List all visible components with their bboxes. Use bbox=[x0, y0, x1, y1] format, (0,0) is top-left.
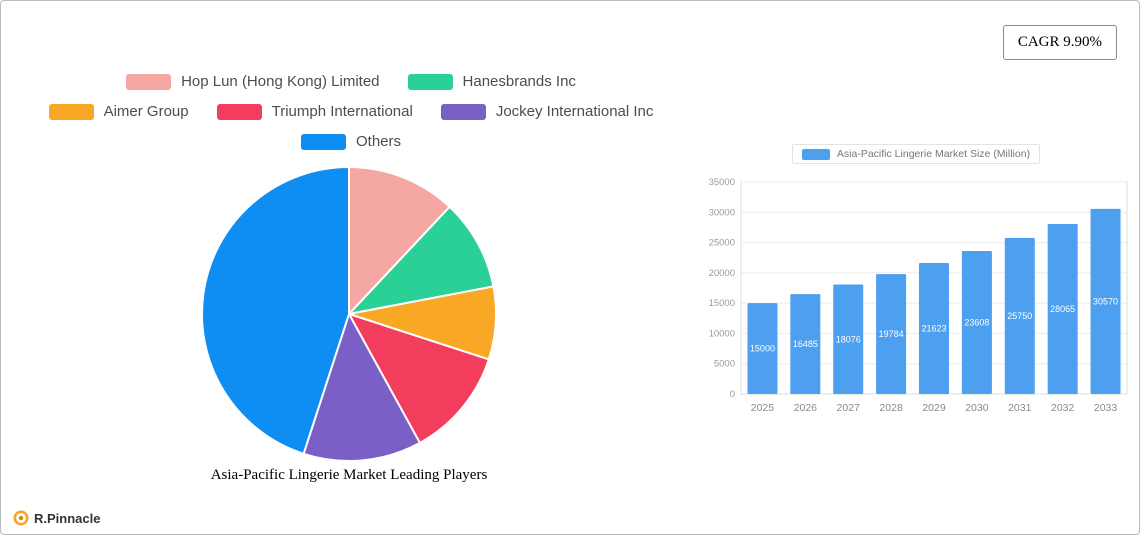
bar-legend: Asia-Pacific Lingerie Market Size (Milli… bbox=[693, 144, 1139, 164]
x-axis-tick-label: 2030 bbox=[965, 402, 989, 414]
pie-slice bbox=[201, 165, 350, 456]
bar bbox=[1047, 224, 1078, 394]
bar-value-label: 16485 bbox=[793, 339, 818, 349]
bar-value-label: 28065 bbox=[1050, 304, 1075, 314]
legend-label: Aimer Group bbox=[103, 103, 189, 120]
x-axis-tick-label: 2032 bbox=[1051, 402, 1075, 414]
bar-value-label: 30570 bbox=[1093, 296, 1118, 306]
pie-slice bbox=[302, 311, 422, 462]
bar-chart: Asia-Pacific Lingerie Market Size (Milli… bbox=[693, 144, 1139, 437]
y-axis-tick-label: 25000 bbox=[709, 238, 735, 249]
pie-chart-title: Asia-Pacific Lingerie Market Leading Pla… bbox=[210, 467, 488, 483]
legend-item[interactable]: Aimer Group bbox=[48, 103, 189, 120]
y-axis-tick-label: 15000 bbox=[709, 298, 735, 309]
pie-slice bbox=[346, 312, 491, 445]
brand-logo-icon bbox=[13, 510, 29, 526]
pie-slice bbox=[346, 205, 495, 316]
bar-value-label: 25750 bbox=[1007, 311, 1032, 321]
bar bbox=[1004, 238, 1035, 394]
legend-swatch bbox=[300, 133, 346, 150]
pie-chart-svg bbox=[201, 165, 498, 462]
x-axis-tick-label: 2025 bbox=[751, 402, 775, 414]
legend-label: Others bbox=[355, 133, 401, 150]
brand-logo: R.Pinnacle bbox=[13, 510, 100, 526]
bar bbox=[790, 294, 821, 394]
legend-label: Hop Lun (Hong Kong) Limited bbox=[181, 73, 380, 90]
bar-value-label: 15000 bbox=[750, 344, 775, 354]
x-axis-tick-label: 2033 bbox=[1094, 402, 1118, 414]
bar-legend-swatch bbox=[801, 148, 830, 160]
pie-legend: Hop Lun (Hong Kong) Limited Hanesbrands I… bbox=[31, 73, 671, 150]
legend-swatch bbox=[48, 103, 94, 120]
y-axis-tick-label: 5000 bbox=[714, 359, 735, 370]
legend-label: Triumph International bbox=[271, 103, 413, 120]
x-axis-tick-label: 2031 bbox=[1008, 402, 1032, 414]
y-axis-tick-label: 20000 bbox=[709, 268, 735, 279]
bar-value-label: 21623 bbox=[921, 324, 946, 334]
x-axis-tick-label: 2028 bbox=[879, 402, 903, 414]
bar bbox=[961, 251, 992, 394]
x-axis-tick-label: 2029 bbox=[922, 402, 946, 414]
y-axis-tick-label: 10000 bbox=[709, 328, 735, 339]
legend-item[interactable]: Hanesbrands Inc bbox=[407, 73, 576, 90]
legend-row: Hop Lun (Hong Kong) Limited Hanesbrands I… bbox=[31, 73, 671, 90]
bar-value-label: 19784 bbox=[879, 329, 904, 339]
cagr-badge: CAGR 9.90% bbox=[1002, 25, 1117, 60]
y-axis-tick-label: 30000 bbox=[709, 207, 735, 218]
y-axis-tick-label: 0 bbox=[730, 389, 735, 400]
pie-chart bbox=[199, 164, 499, 464]
legend-item[interactable]: Jockey International Inc bbox=[440, 103, 654, 120]
bar bbox=[833, 284, 864, 394]
legend-item[interactable]: Triumph International bbox=[216, 103, 413, 120]
bar-chart-svg: 0 5000 10000 15000 20000 25000 30000 35000 15000… bbox=[709, 177, 1128, 414]
bar bbox=[919, 263, 949, 394]
legend-swatch bbox=[440, 103, 486, 120]
bar bbox=[1090, 208, 1121, 394]
legend-row: Aimer Group Triumph International Jockey I… bbox=[31, 103, 671, 120]
x-axis-tick-label: 2027 bbox=[837, 402, 861, 414]
legend-row: Others bbox=[31, 133, 671, 150]
legend-swatch bbox=[407, 73, 453, 90]
pie-slice bbox=[348, 165, 452, 317]
y-axis-tick-label: 35000 bbox=[709, 177, 735, 188]
bar bbox=[876, 274, 907, 394]
x-axis-tick-label: 2026 bbox=[794, 402, 818, 414]
bar bbox=[747, 303, 778, 394]
legend-label: Jockey International Inc bbox=[495, 103, 654, 120]
bar-legend-item[interactable]: Asia-Pacific Lingerie Market Size (Milli… bbox=[791, 144, 1041, 164]
legend-label: Hanesbrands Inc bbox=[462, 73, 576, 90]
legend-item[interactable]: Others bbox=[300, 133, 401, 150]
legend-swatch bbox=[126, 73, 172, 90]
brand-name: R.Pinnacle bbox=[34, 510, 101, 526]
bar-value-label: 18076 bbox=[836, 334, 861, 344]
bar-value-label: 23608 bbox=[964, 318, 989, 328]
bar-legend-label: Asia-Pacific Lingerie Market Size (Milli… bbox=[836, 148, 1031, 160]
legend-item[interactable]: Hop Lun (Hong Kong) Limited bbox=[126, 73, 380, 90]
legend-swatch bbox=[216, 103, 262, 120]
